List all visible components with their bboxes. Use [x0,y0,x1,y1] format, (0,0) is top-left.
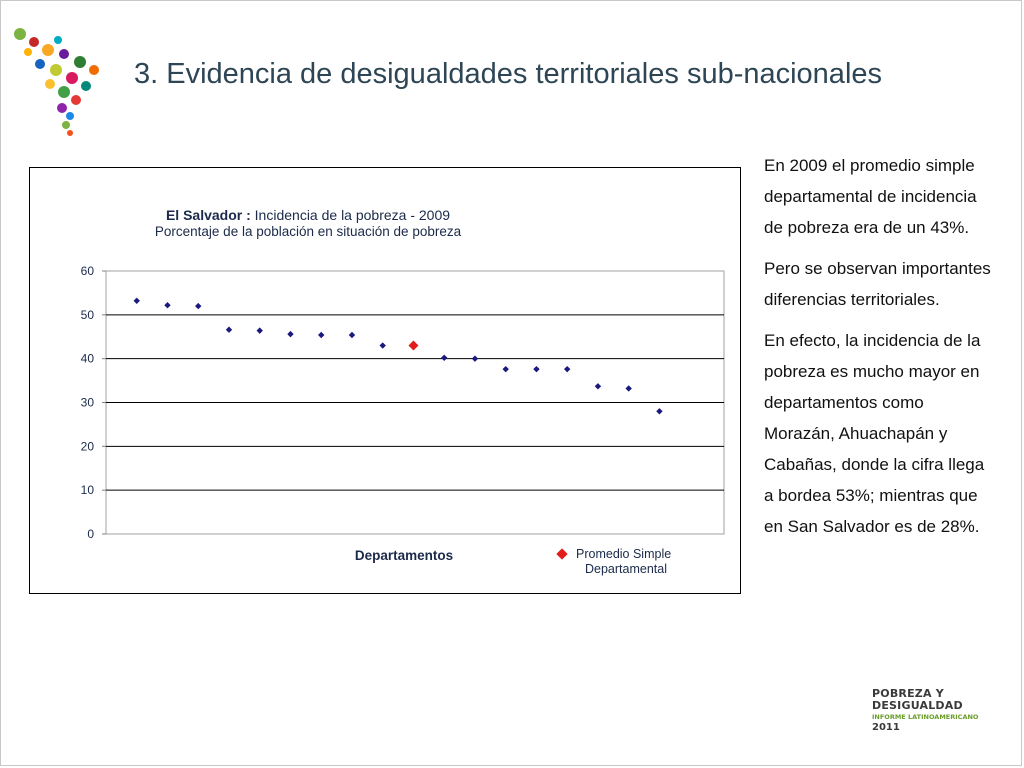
brand-line-3: INFORME LATINOAMERICANO [872,713,979,721]
y-tick-label-40: 40 [81,352,95,366]
logo-hand-marks [14,28,99,136]
department-marker-1 [133,297,140,305]
department-marker-11 [441,354,448,361]
chart-x-axis-label: Departamentos [355,548,453,563]
chart-title-text: Incidencia de la pobreza - 2009 [255,207,451,223]
slide-title: 3. Evidencia de desigualdades territoria… [134,58,883,90]
chart-gridlines [105,270,725,535]
department-marker-18 [656,408,663,415]
y-tick-label-10: 10 [81,483,95,497]
department-marker-5 [256,327,263,334]
department-marker-6 [287,330,294,338]
y-tick-label-50: 50 [81,308,95,322]
department-marker-9 [379,342,386,349]
legend-label: Promedio Simple Departamental [576,547,675,576]
side-paragraph-3: En efecto, la incidencia de la pobreza e… [764,331,985,536]
department-marker-17 [625,385,632,392]
department-marker-15 [563,365,571,373]
department-marker-2 [164,301,171,309]
y-tick-label-0: 0 [87,527,94,541]
brand-line-4: 2011 [872,722,900,733]
chart-markers [133,297,663,415]
legend-average-marker [556,548,568,560]
chart-legend: Promedio Simple Departamental [556,547,675,576]
chart-subtitle: Porcentaje de la población en situación … [155,224,462,239]
legend-label-line2: Departamental [585,562,667,576]
department-marker-8 [348,331,356,339]
chart-title: El Salvador : Incidencia de la pobreza -… [166,207,450,223]
side-text: En 2009 el promedio simple departamental… [764,150,996,552]
chart-container: El Salvador : Incidencia de la pobreza -… [29,167,741,594]
legend-label-line1: Promedio Simple [576,547,671,561]
chart-title-country: El Salvador : [166,207,251,223]
brand-line-1: POBREZA Y [872,687,944,700]
department-marker-13 [502,365,509,373]
hands-map-logo [14,28,99,136]
brand-line-2: DESIGUALDAD [872,699,963,712]
department-marker-3 [195,302,202,310]
average-marker [408,340,419,351]
y-tick-label-60: 60 [81,264,95,278]
department-marker-14 [533,365,540,373]
report-brand: POBREZA Y DESIGUALDAD INFORME LATINOAMER… [872,688,1012,734]
chart-y-axis: 0 10 20 30 40 50 60 [81,264,106,541]
side-paragraph-1: En 2009 el promedio simple departamental… [764,156,977,237]
y-tick-label-20: 20 [81,439,95,453]
department-marker-16 [594,383,602,390]
y-tick-label-30: 30 [81,396,95,410]
department-marker-12 [471,355,479,362]
side-paragraph-2: Pero se observan importantes diferencias… [764,259,991,309]
poverty-scatter-chart: El Salvador : Incidencia de la pobreza -… [81,207,725,576]
department-marker-4 [225,326,233,333]
department-marker-7 [318,331,325,339]
